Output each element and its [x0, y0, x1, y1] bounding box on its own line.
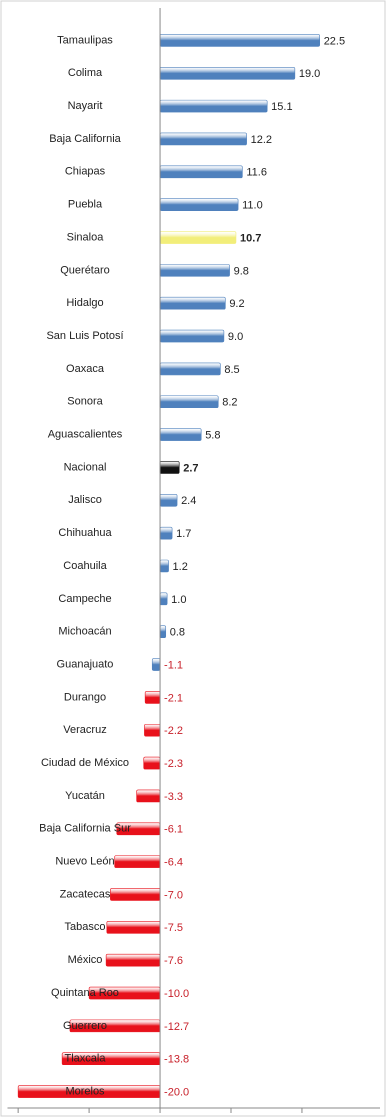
bar — [159, 395, 219, 409]
bar — [144, 691, 161, 704]
bar — [159, 428, 202, 441]
value-label: -12.7 — [164, 1021, 189, 1033]
value-label: -2.3 — [164, 758, 183, 770]
category-label: Veracruz — [63, 724, 106, 736]
bar — [159, 264, 230, 277]
bar — [159, 66, 296, 80]
category-label: Yucatán — [65, 790, 105, 802]
category-label: Guerrero — [63, 1020, 107, 1032]
category-label: Sonora — [67, 396, 103, 408]
bar — [159, 231, 237, 244]
value-label: -20.0 — [164, 1086, 189, 1098]
category-label: Tamaulipas — [57, 34, 113, 46]
value-label: 15.1 — [271, 101, 292, 113]
category-label: Baja California — [49, 133, 121, 145]
bar — [106, 921, 161, 934]
category-label: Aguascalientes — [48, 429, 123, 441]
value-label: 9.0 — [228, 331, 243, 343]
bar — [159, 526, 173, 540]
category-label: Chiapas — [65, 166, 106, 178]
category-label: San Luis Potosí — [46, 330, 123, 342]
value-label: -2.2 — [164, 725, 183, 737]
bar — [159, 329, 225, 343]
category-label: Hidalgo — [66, 297, 103, 309]
value-label: -3.3 — [164, 791, 183, 803]
category-label: Colima — [68, 67, 103, 79]
category-label: Zacatecas — [60, 888, 111, 900]
bar — [105, 953, 161, 967]
value-label: 5.8 — [205, 430, 220, 442]
value-label: 1.7 — [176, 528, 191, 540]
category-label: Oaxaca — [66, 363, 105, 375]
bar — [159, 559, 169, 573]
category-label: Jalisco — [68, 494, 102, 506]
bar — [159, 34, 320, 47]
category-label: Nuevo León — [55, 856, 114, 868]
bar — [151, 658, 161, 671]
value-label: 0.8 — [170, 627, 185, 639]
bar — [159, 296, 226, 310]
category-label: Ciudad de México — [41, 757, 129, 769]
value-label: 11.0 — [242, 200, 263, 212]
value-label: -7.5 — [164, 922, 183, 934]
value-label: -10.0 — [164, 988, 189, 1000]
category-label: Sinaloa — [67, 231, 105, 243]
category-label: Coahuila — [63, 560, 107, 572]
category-label: Guanajuato — [57, 658, 114, 670]
category-label: Quintana Roo — [51, 987, 119, 999]
value-label: 8.2 — [222, 397, 237, 409]
bar — [114, 855, 161, 868]
category-label: Nacional — [64, 461, 107, 473]
category-label: Michoacán — [58, 626, 111, 638]
bar — [159, 592, 168, 606]
value-label: -6.1 — [164, 824, 183, 836]
value-label: -13.8 — [164, 1054, 189, 1066]
value-label: 10.7 — [240, 232, 261, 244]
value-label: 22.5 — [324, 35, 345, 47]
category-label: Baja California Sur — [39, 823, 131, 835]
category-label: Chihuahua — [58, 527, 112, 539]
value-label: 19.0 — [299, 68, 320, 80]
bar — [159, 494, 178, 507]
value-label: 12.2 — [251, 134, 272, 146]
category-label: Morelos — [65, 1085, 105, 1097]
value-label: 1.2 — [173, 561, 188, 573]
value-label: 9.2 — [229, 298, 244, 310]
category-label: Tabasco — [65, 921, 106, 933]
value-label: 2.4 — [181, 495, 196, 507]
value-label: 9.8 — [234, 265, 249, 277]
value-label: 8.5 — [224, 364, 239, 376]
bar — [110, 888, 161, 901]
value-label: 1.0 — [171, 594, 186, 606]
category-label: México — [68, 954, 103, 966]
value-label: 11.6 — [246, 167, 267, 179]
value-label: -2.1 — [164, 692, 183, 704]
value-label: -1.1 — [164, 659, 183, 671]
value-label: -7.6 — [164, 955, 183, 967]
bar — [136, 789, 161, 803]
bar — [159, 132, 247, 146]
value-label: -7.0 — [164, 889, 183, 901]
bar — [143, 756, 161, 770]
category-label: Campeche — [58, 593, 111, 605]
category-label: Puebla — [68, 199, 103, 211]
category-label: Nayarit — [68, 100, 103, 112]
bar — [159, 625, 167, 638]
bar — [159, 362, 221, 376]
category-label: Querétaro — [60, 264, 110, 276]
bar — [159, 99, 268, 113]
bar — [159, 198, 239, 211]
value-label: -6.4 — [164, 857, 183, 869]
category-label: Durango — [64, 691, 106, 703]
category-label: Tlaxcala — [65, 1053, 107, 1065]
bar — [159, 165, 243, 179]
bar — [144, 723, 161, 737]
value-label: 2.7 — [183, 462, 198, 474]
bar — [159, 461, 180, 474]
